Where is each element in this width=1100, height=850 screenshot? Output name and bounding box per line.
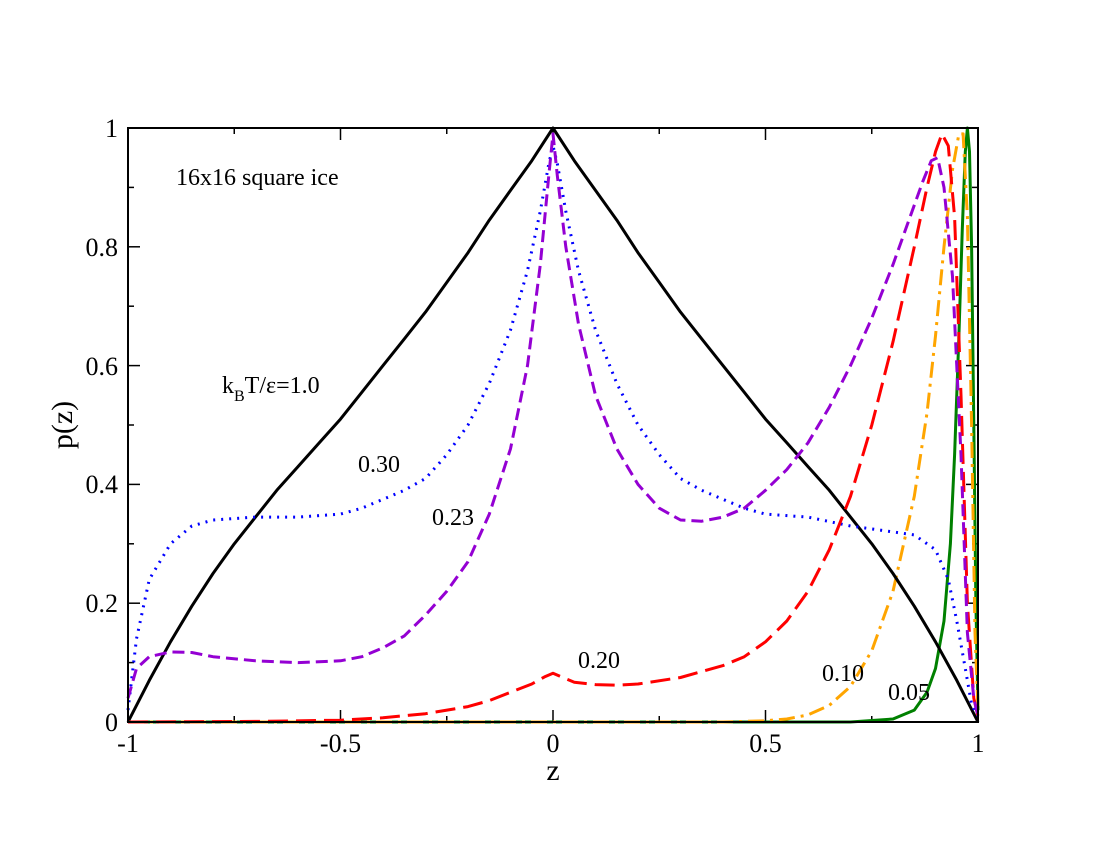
temperature-label-subscript: B [234, 388, 245, 405]
x-tick-label: -0.5 [320, 729, 361, 758]
x-tick-label: 1 [972, 729, 985, 758]
temperature-label: kBT/ε=1.0 [222, 373, 320, 405]
series-line-0.30 [126, 144, 980, 717]
x-axis-title: z [546, 754, 559, 787]
series-label-0.20: 0.20 [578, 648, 620, 674]
y-tick-label: 0.8 [86, 233, 119, 262]
y-tick-label: 0.4 [86, 470, 119, 499]
y-tick-label: 0.2 [86, 589, 119, 618]
series-line-1.0 [126, 126, 980, 723]
y-tick-label: 1 [105, 114, 118, 143]
plot-frame [127, 127, 979, 723]
y-tick-label: 0.6 [86, 352, 119, 381]
ticks [127, 127, 979, 723]
series-label-0.30: 0.30 [358, 452, 400, 478]
chart-annotation-title: 16x16 square ice [176, 165, 339, 191]
x-tick-label: -1 [117, 729, 139, 758]
temperature-label-suffix: T/ε=1.0 [245, 373, 320, 399]
series-line-0.05 [128, 126, 980, 724]
series-label-0.23: 0.23 [432, 505, 474, 531]
x-tick-label: 0.5 [749, 729, 782, 758]
y-tick-label: 0 [105, 708, 118, 737]
y-axis-title: p(z) [46, 401, 79, 449]
series-label-0.05: 0.05 [888, 680, 930, 706]
temperature-label-prefix: k [222, 373, 234, 399]
x-tick-label: 0 [547, 729, 560, 758]
series-line-0.10 [128, 132, 980, 724]
series-layer [126, 126, 980, 724]
series-label-0.10: 0.10 [822, 661, 864, 687]
series-line-0.20 [127, 132, 980, 724]
series-line-0.23 [126, 132, 980, 717]
